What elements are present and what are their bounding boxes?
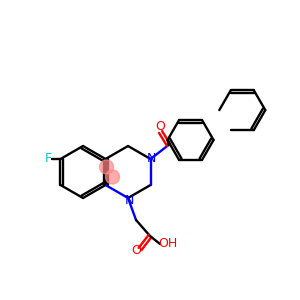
Text: O: O <box>156 119 166 133</box>
Text: O: O <box>131 244 141 257</box>
Circle shape <box>106 170 119 184</box>
Text: F: F <box>45 152 52 166</box>
Text: N: N <box>124 194 134 208</box>
Text: N: N <box>147 152 156 166</box>
Circle shape <box>100 160 113 174</box>
Text: OH: OH <box>158 238 178 250</box>
